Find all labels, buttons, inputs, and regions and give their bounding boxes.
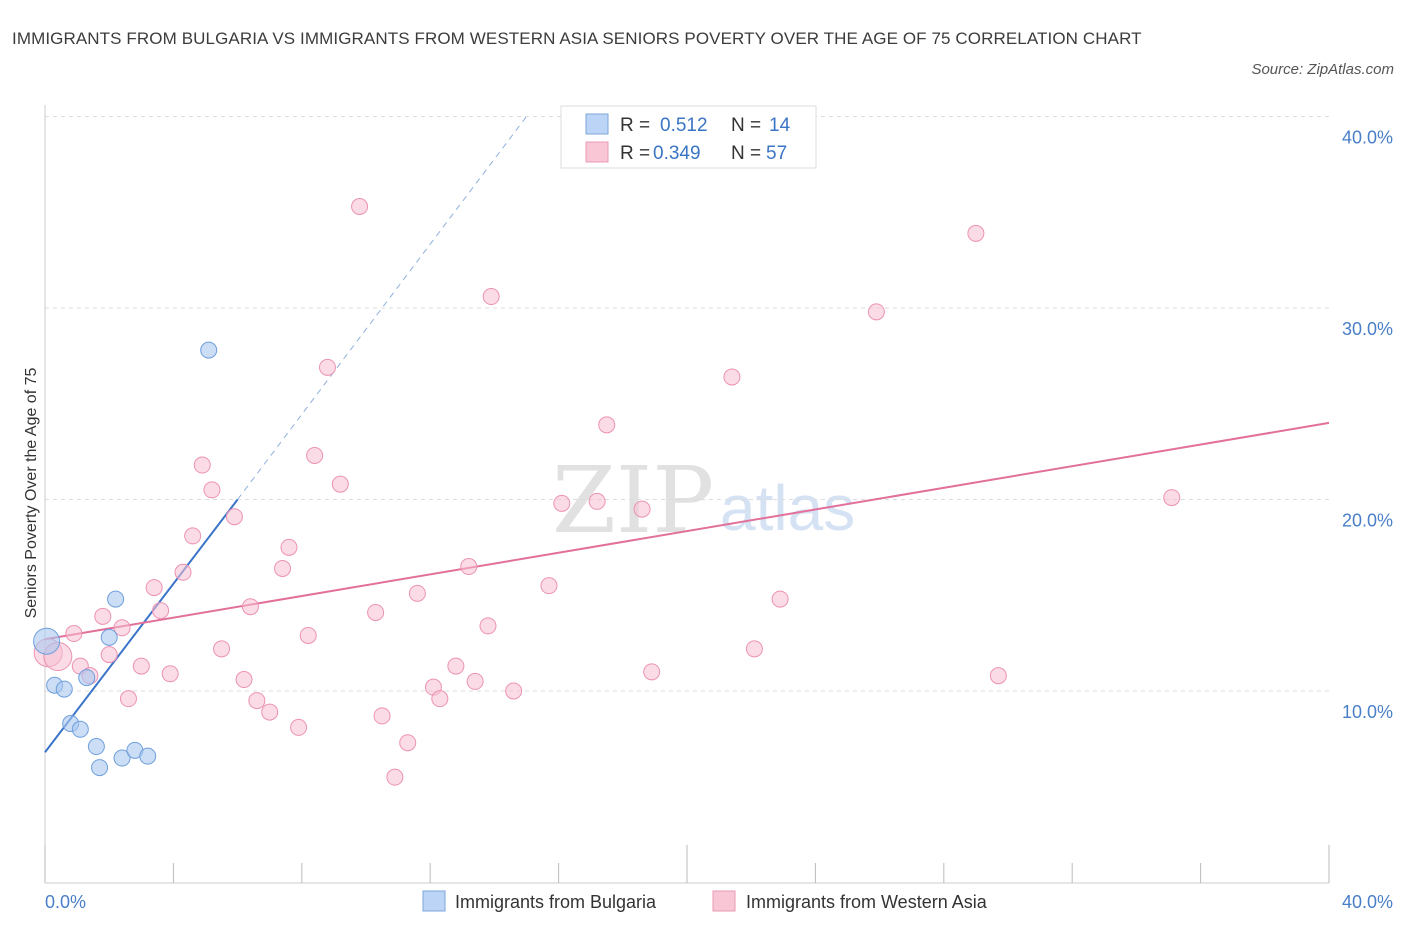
trend-lines [44,116,1330,753]
point-western-asia [643,663,661,681]
point-western-asia [989,667,1007,685]
point-western-asia [280,538,298,556]
point-western-asia [723,368,741,386]
bottom-legend-swatch-bulgaria [422,890,446,912]
point-western-asia [65,625,83,643]
y-tick-label-2: 30.0% [1342,319,1393,339]
correlation-legend: R = 0.512 N = 14 R = 0.349 N = 57 [560,105,817,169]
point-western-asia [351,198,369,216]
point-bulgaria [107,590,125,608]
legend-r-label-bulgaria: R = [620,115,650,136]
point-western-asia [161,665,179,683]
point-western-asia [184,527,202,545]
axes [44,105,1330,884]
point-bulgaria [33,627,61,655]
legend-swatch-western-asia [585,141,609,163]
chart-source: Source: ZipAtlas.com [1251,61,1394,78]
point-bulgaria [71,720,89,738]
point-western-asia [113,619,131,637]
series-legend: Immigrants from Bulgaria Immigrants from… [422,890,988,912]
point-western-asia [1163,489,1181,507]
legend-r-value-bulgaria: 0.512 [660,115,708,136]
point-western-asia [633,500,651,518]
bottom-legend-label-western-asia: Immigrants from Western Asia [746,892,988,912]
trend-line-bulgaria-extension [237,116,527,500]
legend-swatch-bulgaria [585,113,609,135]
point-western-asia [867,303,885,321]
point-western-asia [479,617,497,635]
point-western-asia [152,602,170,620]
point-bulgaria [100,628,118,646]
point-western-asia [598,416,616,434]
point-bulgaria [113,749,131,767]
point-western-asia [94,607,112,625]
gridlines [45,116,1329,692]
legend-n-value-bulgaria: 14 [769,115,791,136]
point-western-asia [193,456,211,474]
legend-r-value-western-asia: 0.349 [653,143,701,164]
point-western-asia [203,481,221,499]
point-bulgaria [139,747,157,765]
x-tick-label-min: 0.0% [45,892,86,912]
watermark-zip: ZIP [552,447,714,554]
point-western-asia [318,358,336,376]
point-western-asia [261,703,279,721]
point-western-asia [132,657,150,675]
y-tick-label-1: 20.0% [1342,511,1393,531]
legend-n-label-bulgaria: N = [731,115,761,136]
point-western-asia [213,640,231,658]
data-points [33,198,1181,786]
point-bulgaria [55,680,73,698]
point-western-asia [299,626,317,644]
point-western-asia [553,494,571,512]
y-axis-title: Seniors Poverty Over the Age of 75 [23,368,40,619]
point-western-asia [145,579,163,597]
point-western-asia [290,718,308,736]
point-western-asia [306,446,324,464]
watermark-atlas: atlas [720,472,855,544]
point-western-asia [274,559,292,577]
point-western-asia [745,640,763,658]
point-western-asia [588,492,606,510]
x-tick-label-max: 40.0% [1342,892,1393,912]
point-western-asia [460,558,478,576]
bottom-legend-swatch-western-asia [712,890,736,912]
point-bulgaria [78,669,96,687]
point-western-asia [482,288,500,306]
y-tick-labels: 10.0% 20.0% 30.0% 40.0% [1342,128,1393,723]
point-western-asia [386,768,404,786]
point-western-asia [408,584,426,602]
legend-n-value-western-asia: 57 [766,143,787,164]
point-western-asia [100,646,118,664]
point-western-asia [248,692,266,710]
point-western-asia [241,598,259,616]
point-western-asia [771,590,789,608]
chart-title: IMMIGRANTS FROM BULGARIA VS IMMIGRANTS F… [12,29,1142,48]
point-western-asia [367,603,385,621]
bottom-legend-label-bulgaria: Immigrants from Bulgaria [455,892,657,912]
point-western-asia [174,563,192,581]
point-western-asia [466,672,484,690]
point-western-asia [225,508,243,526]
point-western-asia [331,475,349,493]
point-bulgaria [200,341,218,359]
point-bulgaria [87,738,105,756]
point-western-asia [540,577,558,595]
point-western-asia [447,657,465,675]
point-western-asia [967,224,985,242]
y-tick-label-0: 10.0% [1342,702,1393,722]
legend-r-label-western-asia: R = [620,143,650,164]
point-western-asia [505,682,523,700]
trend-line-western-asia [44,421,1330,641]
trend-line-bulgaria [44,498,239,753]
point-western-asia [235,671,253,689]
point-western-asia [399,734,417,752]
point-western-asia [431,690,449,708]
y-tick-label-3: 40.0% [1342,128,1393,148]
point-bulgaria [91,759,109,777]
point-western-asia [373,707,391,725]
legend-n-label-western-asia: N = [731,143,761,164]
point-western-asia [119,690,137,708]
